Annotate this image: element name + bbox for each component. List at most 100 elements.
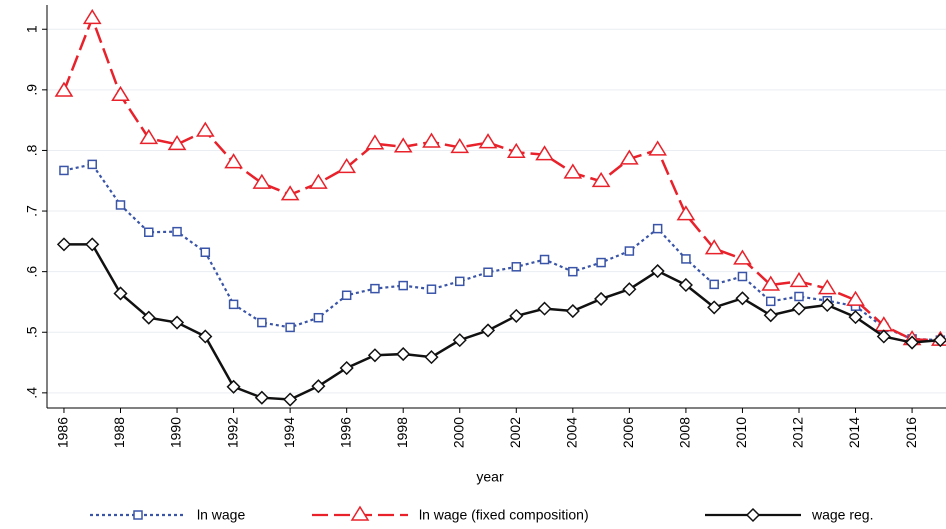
marker <box>195 121 215 137</box>
marker <box>707 300 722 315</box>
marker <box>313 312 324 323</box>
x-tick-label: 2016 <box>903 417 919 448</box>
marker <box>704 239 724 255</box>
marker <box>139 128 159 145</box>
x-tick-label: 2004 <box>564 417 580 448</box>
marker <box>511 262 522 272</box>
x-tick-label: 1996 <box>337 417 353 448</box>
marker <box>424 350 439 365</box>
marker <box>252 173 272 189</box>
marker <box>339 360 354 376</box>
marker <box>620 149 639 165</box>
marker <box>596 257 606 268</box>
marker <box>876 329 891 344</box>
marker <box>167 134 187 151</box>
series-line <box>63 243 941 401</box>
marker <box>309 173 328 189</box>
marker <box>82 8 102 25</box>
legend-label: ln wage (fixed composition) <box>419 507 589 523</box>
marker <box>761 275 781 291</box>
marker <box>681 254 691 264</box>
legend-label: wage reg. <box>811 507 873 523</box>
marker <box>591 171 611 188</box>
marker <box>228 299 239 310</box>
marker <box>791 301 807 316</box>
x-tick-label: 1986 <box>55 417 71 448</box>
marker <box>537 301 552 316</box>
y-tick-label: .6 <box>24 266 40 278</box>
marker <box>509 308 524 323</box>
x-axis-label: year <box>476 469 504 485</box>
x-tick-label: 2008 <box>677 417 693 448</box>
marker <box>285 322 295 333</box>
legend-label: ln wage <box>197 507 245 523</box>
x-tick-label: 2012 <box>790 417 806 448</box>
x-tick-label: 1990 <box>168 417 184 448</box>
marker <box>480 323 496 338</box>
marker <box>454 276 465 287</box>
marker <box>396 347 411 362</box>
marker <box>224 153 243 169</box>
marker <box>737 271 748 282</box>
marker <box>426 284 437 294</box>
marker <box>280 185 300 201</box>
marker <box>506 142 526 159</box>
marker <box>200 247 211 258</box>
marker <box>733 249 752 265</box>
marker <box>765 296 776 307</box>
legend-marker <box>133 510 143 520</box>
marker <box>141 310 156 325</box>
marker <box>846 290 865 306</box>
marker <box>283 392 298 407</box>
marker <box>115 200 126 210</box>
x-tick-label: 2014 <box>846 417 862 448</box>
marker <box>789 271 809 288</box>
marker <box>563 163 583 179</box>
y-tick-label: .4 <box>24 387 40 399</box>
marker <box>113 286 128 301</box>
series-line <box>62 14 941 342</box>
marker <box>539 254 550 265</box>
marker <box>169 315 185 330</box>
marker <box>393 137 413 153</box>
marker <box>535 145 554 161</box>
legend-marker <box>745 507 761 523</box>
marker <box>650 263 665 279</box>
marker <box>85 237 100 252</box>
y-tick-label: .8 <box>24 144 40 156</box>
y-tick-label: .9 <box>24 84 40 96</box>
marker <box>56 237 72 252</box>
marker <box>254 390 269 405</box>
marker <box>594 291 609 306</box>
x-tick-label: 2000 <box>450 417 466 448</box>
marker <box>54 81 74 97</box>
marker <box>144 227 154 238</box>
x-tick-label: 2010 <box>733 417 749 448</box>
marker <box>341 290 352 301</box>
marker <box>452 333 467 348</box>
marker <box>624 246 635 256</box>
marker <box>848 310 863 325</box>
marker <box>172 226 182 237</box>
marker <box>198 329 213 344</box>
marker <box>568 266 578 277</box>
marker <box>59 165 69 176</box>
marker <box>257 317 267 328</box>
y-tick-label: .5 <box>24 326 40 338</box>
marker <box>398 280 408 291</box>
marker <box>622 282 637 297</box>
marker <box>337 157 357 174</box>
marker <box>226 379 241 394</box>
x-tick-label: 1998 <box>394 417 410 448</box>
marker <box>676 205 696 221</box>
x-tick-label: 1988 <box>111 417 127 448</box>
marker <box>311 379 326 394</box>
marker <box>735 291 750 306</box>
marker <box>678 277 693 293</box>
marker <box>933 333 946 348</box>
x-tick-label: 1992 <box>224 417 240 448</box>
marker <box>709 279 719 290</box>
y-tick-label: .7 <box>24 205 40 217</box>
marker <box>820 297 835 313</box>
marker <box>652 223 663 234</box>
